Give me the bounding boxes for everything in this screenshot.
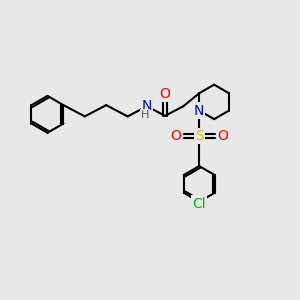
Text: O: O [218,129,228,143]
Text: N: N [194,103,204,118]
Text: H: H [141,110,150,120]
Text: S: S [195,129,204,143]
Text: O: O [160,87,170,100]
Text: N: N [142,99,152,113]
Text: Cl: Cl [192,196,206,211]
Text: O: O [170,129,181,143]
